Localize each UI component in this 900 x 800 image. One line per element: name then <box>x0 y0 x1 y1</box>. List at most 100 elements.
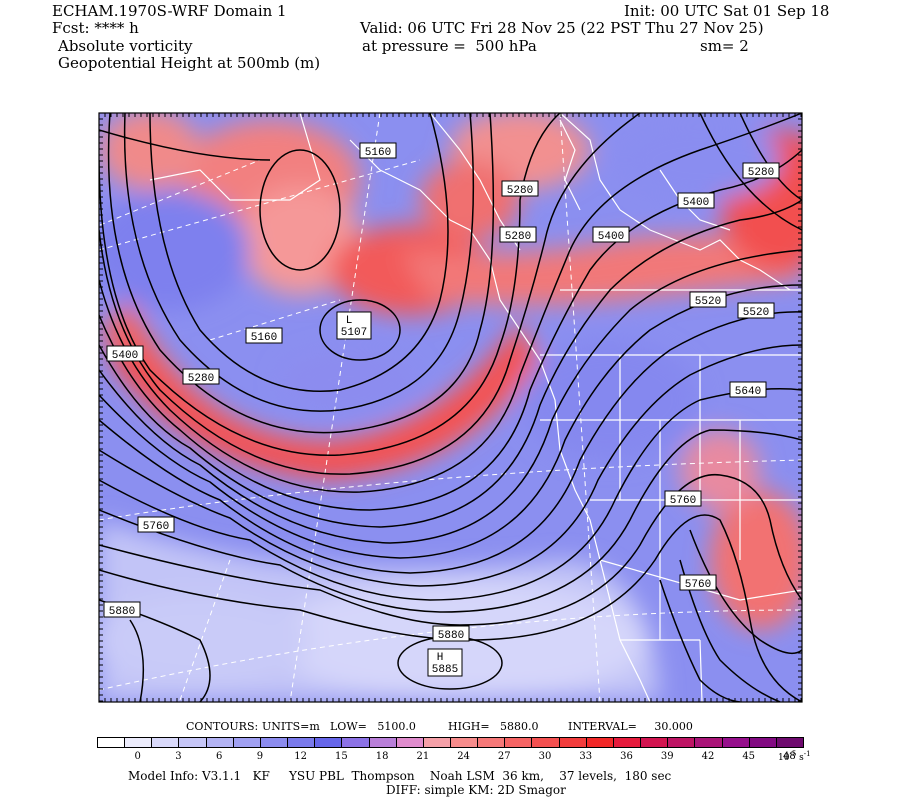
colorbar-swatch <box>450 737 479 748</box>
smoothing-value: sm= 2 <box>700 37 749 55</box>
svg-text:5160: 5160 <box>365 147 391 159</box>
svg-text:L: L <box>346 315 353 327</box>
svg-text:5760: 5760 <box>685 579 711 591</box>
colorbar-tick-label: 24 <box>457 751 470 762</box>
svg-text:5280: 5280 <box>748 167 774 179</box>
colorbar-tick-label: 30 <box>538 751 552 762</box>
valid-time: Valid: 06 UTC Fri 28 Nov 25 (22 PST Thu … <box>360 19 764 37</box>
contours-low: LOW= 5100.0 <box>330 720 416 733</box>
colorbar-tick-label: 15 <box>335 751 348 762</box>
colorbar-swatch <box>232 737 261 748</box>
colorbar-swatch <box>124 737 153 748</box>
svg-text:5160: 5160 <box>251 332 277 344</box>
contour-label: 5400 <box>106 345 144 362</box>
colorbar-swatch <box>558 737 587 748</box>
field-name-height: Geopotential Height at 500mb (m) <box>58 54 321 72</box>
pressure-level: at pressure = 500 hPa <box>362 37 537 55</box>
colorbar-swatch <box>368 737 397 748</box>
forecast-hour: Fcst: **** h <box>52 19 139 37</box>
colorbar-swatch <box>287 737 316 748</box>
contour-label: 5280 <box>501 180 539 197</box>
contour-label: 5160 <box>359 142 397 159</box>
contour-label: 5880 <box>432 625 470 642</box>
contour-label: 5400 <box>592 226 630 243</box>
contour-label: 5520 <box>737 302 775 319</box>
svg-text:5520: 5520 <box>743 307 769 319</box>
colorbar-swatch <box>585 737 614 748</box>
colorbar-swatch <box>667 737 696 748</box>
contour-label: 5160 <box>245 327 283 344</box>
svg-text:5760: 5760 <box>670 495 696 507</box>
model-info: Model Info: V3.1.1 KF YSU PBL Thompson N… <box>128 769 672 783</box>
contour-label: 5760 <box>137 516 175 533</box>
diff-info: DIFF: simple KM: 2D Smagor <box>386 783 566 797</box>
colorbar-tick-label: 12 <box>294 751 307 762</box>
svg-text:5400: 5400 <box>683 197 709 209</box>
colorbar-tick-label: 39 <box>660 751 674 762</box>
colorbar-tick-label: 18 <box>375 751 389 762</box>
colorbar-swatch <box>721 737 750 748</box>
vorticity-field <box>99 113 802 702</box>
contour-label: 5280 <box>499 226 537 243</box>
colorbar-tick-label: 27 <box>497 751 511 762</box>
colorbar-swatch <box>477 737 506 748</box>
colorbar-swatch <box>205 737 234 748</box>
height-contours <box>99 113 802 702</box>
init-time: Init: 00 UTC Sat 01 Sep 18 <box>624 2 830 20</box>
svg-text:5400: 5400 <box>112 350 138 362</box>
colorbar-tick-label: 36 <box>620 751 633 762</box>
contour-label: 5760 <box>664 490 702 507</box>
high-marker: H 5885 <box>427 648 463 677</box>
map-frame <box>98 112 803 703</box>
svg-text:5760: 5760 <box>143 521 169 533</box>
low-marker: L 5107 <box>336 311 372 340</box>
svg-text:5400: 5400 <box>598 231 624 243</box>
svg-text:5280: 5280 <box>505 231 531 243</box>
svg-text:5280: 5280 <box>507 185 533 197</box>
colorbar-swatch <box>151 737 180 748</box>
svg-text:5885: 5885 <box>432 664 458 676</box>
svg-text:5280: 5280 <box>188 373 214 385</box>
colorbar-tick-label: 33 <box>579 751 593 762</box>
contour-label: 5760 <box>679 574 717 591</box>
colorbar-tick-label: 6 <box>216 751 223 762</box>
colorbar-swatch <box>314 737 343 748</box>
colorbar-tick-label: 48 <box>783 751 796 762</box>
colorbar-swatch <box>775 737 804 748</box>
colorbar-swatch <box>97 737 126 748</box>
colorbar-swatch <box>178 737 207 748</box>
colorbar-swatch <box>504 737 533 748</box>
colorbar-swatch <box>422 737 451 748</box>
map-lines <box>99 113 802 702</box>
colorbar-swatch <box>612 737 642 748</box>
svg-text:5880: 5880 <box>438 630 464 642</box>
contour-labels: 5160 5280 5280 5400 5280 5400 5520 5520 … <box>103 142 780 677</box>
colorbar-tick-label: 9 <box>256 751 264 762</box>
colorbar-tick-label: 3 <box>175 751 182 762</box>
colorbar-swatch <box>259 737 289 748</box>
colorbar-unit: 10-5 s-1 <box>778 750 811 763</box>
colorbar-swatch <box>640 737 669 748</box>
svg-text:5640: 5640 <box>735 386 761 398</box>
model-title: ECHAM.1970S-WRF Domain 1 <box>52 2 287 20</box>
contour-label: 5640 <box>729 381 767 398</box>
contours-title: CONTOURS: <box>186 720 259 733</box>
contour-label: 5280 <box>742 162 780 179</box>
contours-high: HIGH= 5880.0 <box>448 720 539 733</box>
colorbar-tick-label: 21 <box>416 751 430 762</box>
contours-units: UNITS=m <box>262 720 320 733</box>
colorbar-swatch <box>694 737 723 748</box>
colorbar-tick-label: 45 <box>742 751 756 762</box>
colorbar-swatch <box>395 737 424 748</box>
svg-text:5880: 5880 <box>109 606 135 618</box>
colorbar-swatch <box>748 737 777 748</box>
contour-label: 5400 <box>677 192 715 209</box>
colorbar-tick-label: 0 <box>134 751 141 762</box>
svg-text:5520: 5520 <box>695 296 721 308</box>
colorbar-swatch <box>341 737 370 748</box>
field-name-vorticity: Absolute vorticity <box>58 37 193 55</box>
contour-label: 5520 <box>689 291 727 308</box>
svg-text:H: H <box>437 652 444 664</box>
contour-label: 5280 <box>182 368 220 385</box>
